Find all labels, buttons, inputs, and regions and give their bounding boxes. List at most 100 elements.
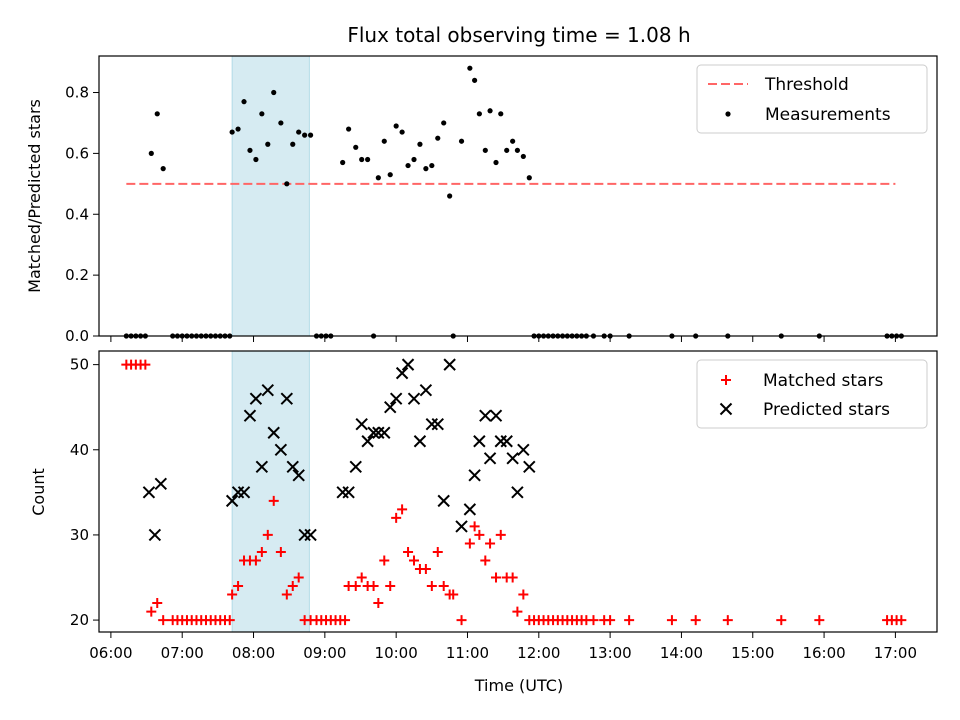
top-y-axis-label: Matched/Predicted stars: [25, 99, 44, 293]
matched-star-point: [227, 589, 238, 600]
predicted-star-point: [479, 409, 492, 422]
legend-matched-swatch: [721, 375, 731, 385]
predicted-star-point: [413, 435, 427, 448]
matched-star-point: [432, 546, 443, 557]
predicted-star-point: [437, 494, 450, 508]
predicted-star-point: [511, 486, 524, 499]
top-highlight-span: [231, 55, 310, 337]
matched-star-point: [588, 615, 599, 626]
predicted-star-point: [267, 426, 280, 439]
measurement-point: [411, 156, 417, 163]
measurement-point: [435, 135, 441, 141]
x-tick-label: 17:00: [874, 644, 917, 662]
predicted-star-point: [463, 503, 477, 516]
predicted-star-point: [401, 358, 415, 371]
legend-box: [696, 64, 928, 134]
predicted-star-point: [517, 443, 530, 456]
measurement-point: [241, 99, 247, 105]
top-legend: Threshold Measurements: [696, 64, 928, 134]
predicted-star-point: [142, 486, 156, 499]
matched-star-point: [268, 495, 279, 506]
predicted-star-point: [292, 469, 305, 482]
matched-star-point: [146, 606, 157, 617]
matched-star-point: [403, 546, 414, 557]
predicted-star-point: [407, 392, 421, 405]
x-tick-label: 10:00: [375, 644, 418, 662]
x-tick-label: 14:00: [660, 644, 703, 662]
predicted-star-point: [500, 435, 513, 448]
matched-star-point: [233, 581, 244, 592]
x-tick-label: 09:00: [303, 644, 346, 662]
x-tick-label: 07:00: [161, 644, 204, 662]
matched-star-point: [275, 546, 286, 557]
matched-star-point: [385, 581, 396, 592]
bottom-legend: Matched stars Predicted stars: [696, 359, 928, 429]
matched-star-point: [293, 572, 304, 583]
predicted-star-point: [286, 460, 299, 474]
measurement-point: [148, 150, 154, 156]
measurement-point: [346, 126, 352, 132]
matched-star-point: [373, 598, 384, 609]
measurement-point: [278, 120, 284, 126]
legend-threshold-label: Threshold: [764, 75, 849, 95]
measurement-point: [405, 162, 411, 169]
measurement-point: [520, 153, 526, 160]
legend-measurement-swatch: [725, 111, 731, 117]
predicted-star-point: [355, 418, 368, 431]
chart-title: Flux total observing time = 1.08 h: [347, 23, 690, 47]
measurement-point: [526, 175, 532, 181]
predicted-star-point: [443, 358, 456, 371]
predicted-star-point: [378, 426, 391, 439]
predicted-star-point: [395, 366, 409, 380]
bottom-panel: 20 30 40 50 06:00 07:00 08:00 09:00 10:00 11:00 12…: [29, 350, 938, 695]
measurement-point: [307, 132, 314, 138]
x-tick-label: 16:00: [802, 644, 845, 662]
measurement-point: [160, 166, 166, 172]
measurement-point: [284, 181, 290, 187]
bottom-plot-area: [121, 358, 907, 626]
y-tick-label: 0.6: [65, 144, 89, 162]
measurement-point: [375, 175, 381, 181]
predicted-star-point: [280, 392, 294, 405]
measurement-point: [467, 65, 473, 71]
matched-star-point: [397, 504, 408, 515]
matched-star-point: [896, 615, 907, 626]
matched-star-point: [469, 521, 480, 532]
x-tick-label: 08:00: [232, 644, 275, 662]
measurement-point: [423, 166, 429, 172]
y-tick-label: 0.4: [65, 205, 89, 223]
measurement-point: [290, 141, 296, 147]
legend-measurement-label: Measurements: [765, 105, 891, 125]
legend-predicted-swatch: [719, 402, 733, 416]
matched-star-point: [420, 563, 431, 574]
matched-star-point: [356, 572, 367, 583]
predicted-star-point: [249, 392, 263, 405]
predicted-star-point: [389, 392, 403, 405]
matched-star-point: [379, 555, 390, 566]
measurement-point: [487, 108, 493, 114]
measurement-point: [504, 147, 510, 153]
legend-predicted-label: Predicted stars: [763, 400, 890, 420]
legend-matched-label: Matched stars: [763, 371, 883, 391]
measurement-point: [472, 77, 478, 83]
matched-star-point: [518, 589, 529, 600]
measurement-point: [441, 120, 447, 126]
matched-star-point: [256, 546, 267, 557]
matched-star-point: [368, 581, 379, 592]
measurement-point: [514, 147, 521, 153]
y-tick-label: 0.8: [65, 84, 89, 102]
matched-star-point: [485, 538, 496, 549]
matched-star-point: [464, 538, 475, 549]
y-tick-label: 0.0: [65, 327, 89, 345]
measurement-point: [271, 89, 277, 96]
predicted-star-point: [304, 528, 317, 542]
predicted-star-point: [494, 435, 507, 448]
y-tick-label: 30: [70, 526, 89, 544]
measurement-point: [235, 126, 241, 132]
y-tick-label: 40: [70, 441, 89, 459]
matched-star-point: [448, 589, 459, 600]
predicted-star-point: [243, 409, 257, 422]
matched-star-point: [507, 572, 518, 583]
bottom-axis-ticks: 20 30 40 50 06:00 07:00 08:00 09:00 10:00 11:00 12…: [70, 356, 917, 662]
